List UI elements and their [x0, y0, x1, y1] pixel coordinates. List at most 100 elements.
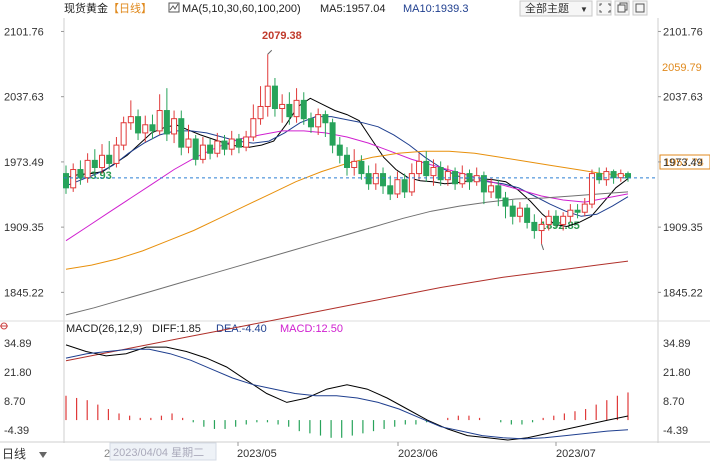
period-label[interactable]: 【日线】 — [108, 1, 152, 15]
bottom-bar: 日线 2 2023/04/04 星期二 2023/05 2023/06 2023… — [2, 442, 596, 461]
candle-body — [387, 185, 394, 195]
ma100-line — [65, 191, 629, 316]
theme-dropdown[interactable]: 全部主题 ▼ — [519, 0, 593, 17]
candle-body — [567, 209, 574, 217]
hover-date-pill: 2023/04/04 星期二 — [113, 446, 204, 459]
candle-body — [156, 110, 163, 132]
fullscreen-icon[interactable] — [632, 0, 648, 16]
ma30-line — [65, 130, 629, 242]
candle-body — [199, 144, 206, 160]
price-axis-label-left: 1973.49 — [4, 157, 44, 169]
candle-body — [509, 205, 516, 217]
candle-body — [603, 171, 610, 181]
price-axis-label-left: 2101.76 — [4, 26, 44, 38]
ma-toggle-icon[interactable] — [168, 2, 180, 13]
candle-body — [351, 160, 358, 168]
candle-body — [480, 175, 487, 193]
candle-body — [617, 173, 624, 179]
macd-value: MACD:12.50 — [280, 323, 343, 335]
candle-body — [560, 215, 567, 225]
candle-body — [235, 138, 242, 148]
candle-body — [588, 173, 595, 205]
candle-body — [271, 85, 278, 110]
date-pill-mark: 2 — [104, 448, 110, 460]
candle-body — [120, 122, 127, 146]
candle-body — [77, 169, 84, 179]
candle-body — [84, 159, 91, 179]
restore-window-icon[interactable] — [614, 0, 630, 16]
candle-body — [228, 138, 235, 150]
candle-body — [459, 173, 466, 185]
candle-body — [574, 209, 581, 213]
macd-diff-line — [65, 344, 629, 441]
candle-body — [221, 140, 228, 150]
candle-body — [91, 159, 98, 168]
price-axis-label-right: 1909.35 — [663, 222, 703, 234]
candle-body — [307, 118, 314, 128]
macd-axis-label-left: -4.39 — [4, 425, 29, 437]
candle-body — [488, 185, 495, 193]
candle-body — [178, 118, 185, 148]
candle-body — [516, 207, 523, 217]
candle-body — [538, 223, 545, 232]
macd-axis-label-left: 34.89 — [4, 338, 32, 350]
candle-body — [394, 179, 401, 195]
price-axis-label-left: 1845.22 — [4, 287, 44, 299]
macd-histogram — [65, 392, 629, 438]
price-axis-label-right: 2101.76 — [663, 26, 703, 38]
candle-body — [365, 173, 372, 185]
theme-dropdown-label: 全部主题 — [525, 1, 569, 15]
candle-body — [423, 160, 430, 177]
macd-axis-label-right: 8.70 — [663, 396, 684, 408]
period-switch-arrow-icon[interactable] — [39, 452, 47, 458]
candle-body — [372, 173, 379, 185]
candle-body — [257, 105, 264, 120]
candlesticks — [63, 49, 631, 251]
chevron-down-icon: ▼ — [580, 5, 588, 14]
price-axis-label-right: 1845.22 — [663, 287, 703, 299]
macd-header: MACD(26,12,9) DIFF:1.85 DEA:-4.40 MACD:1… — [66, 323, 343, 335]
price-axis-label-left: 2037.63 — [4, 92, 44, 104]
candle-body — [185, 138, 192, 148]
macd-axis-label-left: 21.80 — [4, 367, 32, 379]
candle-body — [336, 144, 343, 156]
ma5-value: MA5:1957.04 — [320, 3, 385, 15]
candle-body — [207, 144, 214, 154]
crosshair-icon[interactable] — [0, 322, 8, 330]
candle-body — [625, 173, 631, 179]
candle-body — [329, 122, 336, 146]
date-pill-bg — [109, 442, 217, 461]
candle-body — [135, 116, 142, 134]
macd-axis-label-right: 34.89 — [663, 338, 691, 350]
ma60-axis-label: 2059.79 — [662, 62, 702, 74]
candle-body — [531, 221, 538, 232]
month-label-may: 2023/05 — [237, 448, 277, 460]
candle-body — [243, 136, 250, 148]
candle-body — [142, 124, 149, 134]
candle-body — [106, 154, 113, 164]
candle-body — [596, 173, 603, 181]
candle-body — [552, 215, 559, 225]
ma10-value: MA10:1939.3 — [403, 3, 468, 15]
macd-dea-value: DEA:-4.40 — [216, 323, 267, 335]
candle-body — [171, 118, 178, 135]
macd-params: MACD(26,12,9) — [66, 323, 142, 335]
candle-body — [408, 173, 415, 193]
candle-body — [495, 185, 502, 199]
month-label-july: 2023/07 — [556, 448, 596, 460]
candle-body — [322, 114, 329, 124]
candle-body — [149, 124, 156, 132]
candle-body — [437, 166, 444, 181]
month-label-june: 2023/06 — [398, 448, 438, 460]
candle-body — [401, 179, 408, 193]
candle-body — [70, 169, 77, 189]
candle-body — [300, 99, 307, 120]
candle-body — [502, 197, 509, 207]
period-switch-label[interactable]: 日线 — [2, 447, 26, 461]
ma-params: MA(5,10,30,60,100,200) — [182, 3, 301, 15]
expand-icon[interactable] — [596, 0, 612, 16]
candle-body — [63, 173, 69, 189]
candle-body — [250, 118, 257, 138]
